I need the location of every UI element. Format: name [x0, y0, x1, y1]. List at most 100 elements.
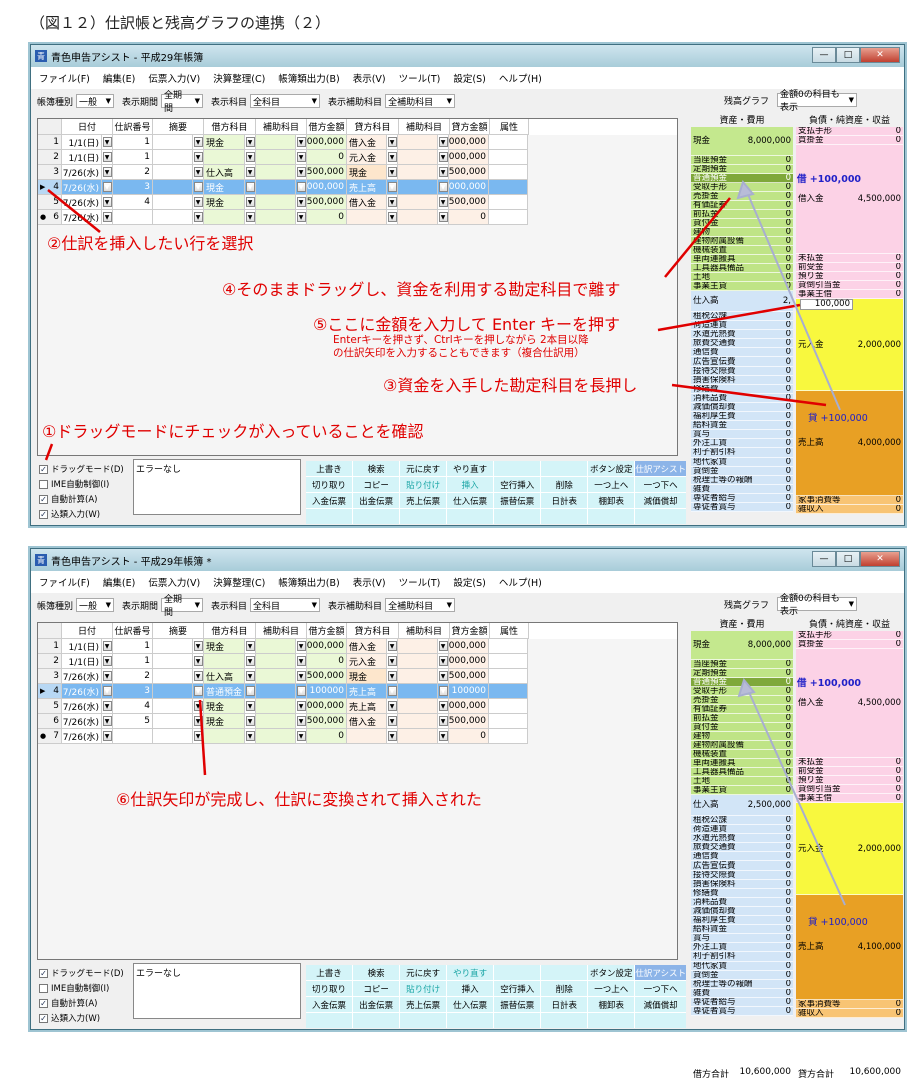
- debit-account-cell[interactable]: 現金: [204, 195, 245, 210]
- attribute-cell[interactable]: [489, 729, 528, 744]
- balance-bar-expense[interactable]: 福利厚生費 0: [691, 412, 793, 422]
- checkbox-option[interactable]: ✓ 自動計算(A): [39, 997, 97, 1009]
- dropdown-button-icon[interactable]: ▼: [296, 671, 306, 681]
- action-button[interactable]: 検索: [353, 965, 400, 980]
- filter-select[interactable]: 全補助科目 ▼: [385, 94, 456, 108]
- balance-bar-expense[interactable]: 通信費 0: [691, 348, 793, 358]
- balance-bar-expense[interactable]: 税理士等の報酬 0: [691, 979, 793, 989]
- balance-bar-liability[interactable]: 前受金 0: [796, 767, 903, 776]
- dropdown-cell[interactable]: ▼: [387, 210, 398, 225]
- checkbox-option[interactable]: IME自動制御(I): [39, 478, 109, 490]
- checkbox-checked-icon[interactable]: ✓: [39, 509, 48, 519]
- balance-bar-expense[interactable]: 水道光熱費 0: [691, 330, 793, 340]
- column-header[interactable]: 摘要: [153, 623, 204, 639]
- dropdown-cell[interactable]: ▼: [102, 210, 113, 225]
- balance-bar-liability[interactable]: 貸倒引当金 0: [796, 281, 903, 290]
- dropdown-button-icon[interactable]: ▼: [387, 686, 397, 696]
- action-button[interactable]: 振替伝票: [494, 997, 541, 1012]
- dropdown-button-icon[interactable]: ▼: [296, 182, 306, 192]
- action-button[interactable]: 一つ下へ: [635, 477, 686, 492]
- description-cell[interactable]: [153, 669, 193, 684]
- balance-bar-asset[interactable]: 機械装置 0: [691, 246, 793, 255]
- debit-amount-cell[interactable]: 4,000,000: [307, 699, 347, 714]
- action-button[interactable]: 振替伝票: [494, 493, 541, 508]
- dropdown-cell[interactable]: ▼: [102, 669, 113, 684]
- debit-amount-cell[interactable]: 0: [307, 150, 347, 165]
- dropdown-button-icon[interactable]: ▼: [245, 212, 255, 222]
- action-button[interactable]: 削除: [541, 981, 588, 996]
- dropdown-cell[interactable]: ▼: [193, 684, 204, 699]
- graph-option-select[interactable]: 金額0の科目も表示 ▼: [777, 90, 858, 113]
- balance-bar-expense[interactable]: 修繕費 0: [691, 888, 793, 898]
- dropdown-button-icon[interactable]: ▼: [193, 731, 203, 741]
- action-button[interactable]: 空行挿入: [494, 981, 541, 996]
- filter-select[interactable]: 全科目 ▼: [250, 598, 321, 612]
- debit-account-cell[interactable]: [204, 150, 245, 165]
- action-button[interactable]: 売上伝票: [400, 997, 447, 1012]
- date-cell[interactable]: 7/26(水): [62, 195, 102, 210]
- menu-item[interactable]: 設定(S): [453, 74, 486, 85]
- column-header[interactable]: 補助科目: [256, 119, 307, 135]
- dropdown-button-icon[interactable]: ▼: [193, 152, 203, 162]
- balance-bar-asset[interactable]: 機械装置 0: [691, 750, 793, 759]
- menu-item[interactable]: ファイル(F): [39, 74, 90, 85]
- balance-bar-liability[interactable]: 預り金 0: [796, 272, 903, 281]
- balance-bar-liability[interactable]: 未払金 0: [796, 758, 903, 767]
- dropdown-cell[interactable]: ▼: [102, 135, 113, 150]
- dropdown-cell[interactable]: ▼: [387, 729, 398, 744]
- balance-bar-liability[interactable]: 預り金 0: [796, 776, 903, 785]
- row-header[interactable]: 3: [38, 165, 62, 180]
- menu-item[interactable]: ファイル(F): [39, 578, 90, 589]
- dropdown-cell[interactable]: ▼: [102, 165, 113, 180]
- balance-bar-liability[interactable]: 買掛金 0: [796, 640, 903, 649]
- balance-bar-expense[interactable]: 旅費交通費 0: [691, 843, 793, 853]
- balance-bar-purchases[interactable]: 仕入高 2,500,000: [691, 795, 793, 816]
- dropdown-button-icon[interactable]: ▼: [438, 671, 448, 681]
- dropdown-cell[interactable]: ▼: [438, 165, 449, 180]
- dropdown-cell[interactable]: ▼: [193, 180, 204, 195]
- dropdown-cell[interactable]: ▼: [296, 135, 307, 150]
- balance-bar-asset[interactable]: 定期預金 0: [691, 669, 793, 678]
- debit-amount-cell[interactable]: 100000: [307, 684, 347, 699]
- dropdown-cell[interactable]: ▼: [296, 729, 307, 744]
- balance-bar-asset[interactable]: 貸付金 0: [691, 219, 793, 228]
- row-header[interactable]: 2: [38, 150, 62, 165]
- dropdown-cell[interactable]: ▼: [387, 150, 398, 165]
- dropdown-button-icon[interactable]: ▼: [387, 152, 397, 162]
- action-button[interactable]: 売上伝票: [400, 493, 447, 508]
- dropdown-cell[interactable]: ▼: [438, 639, 449, 654]
- dropdown-button-icon[interactable]: ▼: [296, 701, 306, 711]
- dropdown-button-icon[interactable]: ▼: [102, 197, 112, 207]
- dropdown-button-icon[interactable]: ▼: [387, 212, 397, 222]
- dropdown-button-icon[interactable]: ▼: [296, 686, 306, 696]
- dropdown-cell[interactable]: ▼: [387, 654, 398, 669]
- balance-bar-asset[interactable]: 事業主貸 0: [691, 282, 793, 291]
- checkbox-option[interactable]: ✓ 込類入力(W): [39, 508, 100, 520]
- action-button[interactable]: 一つ上へ: [588, 477, 635, 492]
- action-button[interactable]: やり直す: [447, 965, 494, 980]
- balance-bar-asset[interactable]: 前払金 0: [691, 210, 793, 219]
- action-button[interactable]: 貼り付け: [400, 477, 447, 492]
- date-cell[interactable]: 1/1(日): [62, 150, 102, 165]
- table-row[interactable]: 5 7/26(水) ▼ 4 ▼ 現金 ▼ ▼ 500,000 借入金 ▼ ▼ 500,000: [38, 195, 677, 210]
- action-button[interactable]: 検索: [353, 461, 400, 476]
- checkbox-checked-icon[interactable]: ✓: [39, 494, 48, 504]
- action-button[interactable]: 削除: [541, 477, 588, 492]
- dropdown-cell[interactable]: ▼: [387, 699, 398, 714]
- row-header[interactable]: ▶ 4: [38, 684, 62, 699]
- checkbox-option[interactable]: ✓ ドラッグモード(D): [39, 967, 124, 979]
- date-cell[interactable]: 7/26(水): [62, 714, 102, 729]
- dropdown-button-icon[interactable]: ▼: [296, 731, 306, 741]
- dropdown-cell[interactable]: ▼: [438, 729, 449, 744]
- dropdown-button-icon[interactable]: ▼: [245, 656, 255, 666]
- credit-sub-account-cell[interactable]: [398, 714, 438, 729]
- debit-account-cell[interactable]: 仕入高: [204, 165, 245, 180]
- column-header[interactable]: 属性: [490, 119, 529, 135]
- column-header[interactable]: 日付: [62, 623, 113, 639]
- dropdown-button-icon[interactable]: ▼: [245, 671, 255, 681]
- dropdown-cell[interactable]: ▼: [245, 195, 256, 210]
- credit-amount-cell[interactable]: 4,000,000: [449, 699, 489, 714]
- credit-sub-account-cell[interactable]: [398, 699, 438, 714]
- date-cell[interactable]: 1/1(日): [62, 135, 102, 150]
